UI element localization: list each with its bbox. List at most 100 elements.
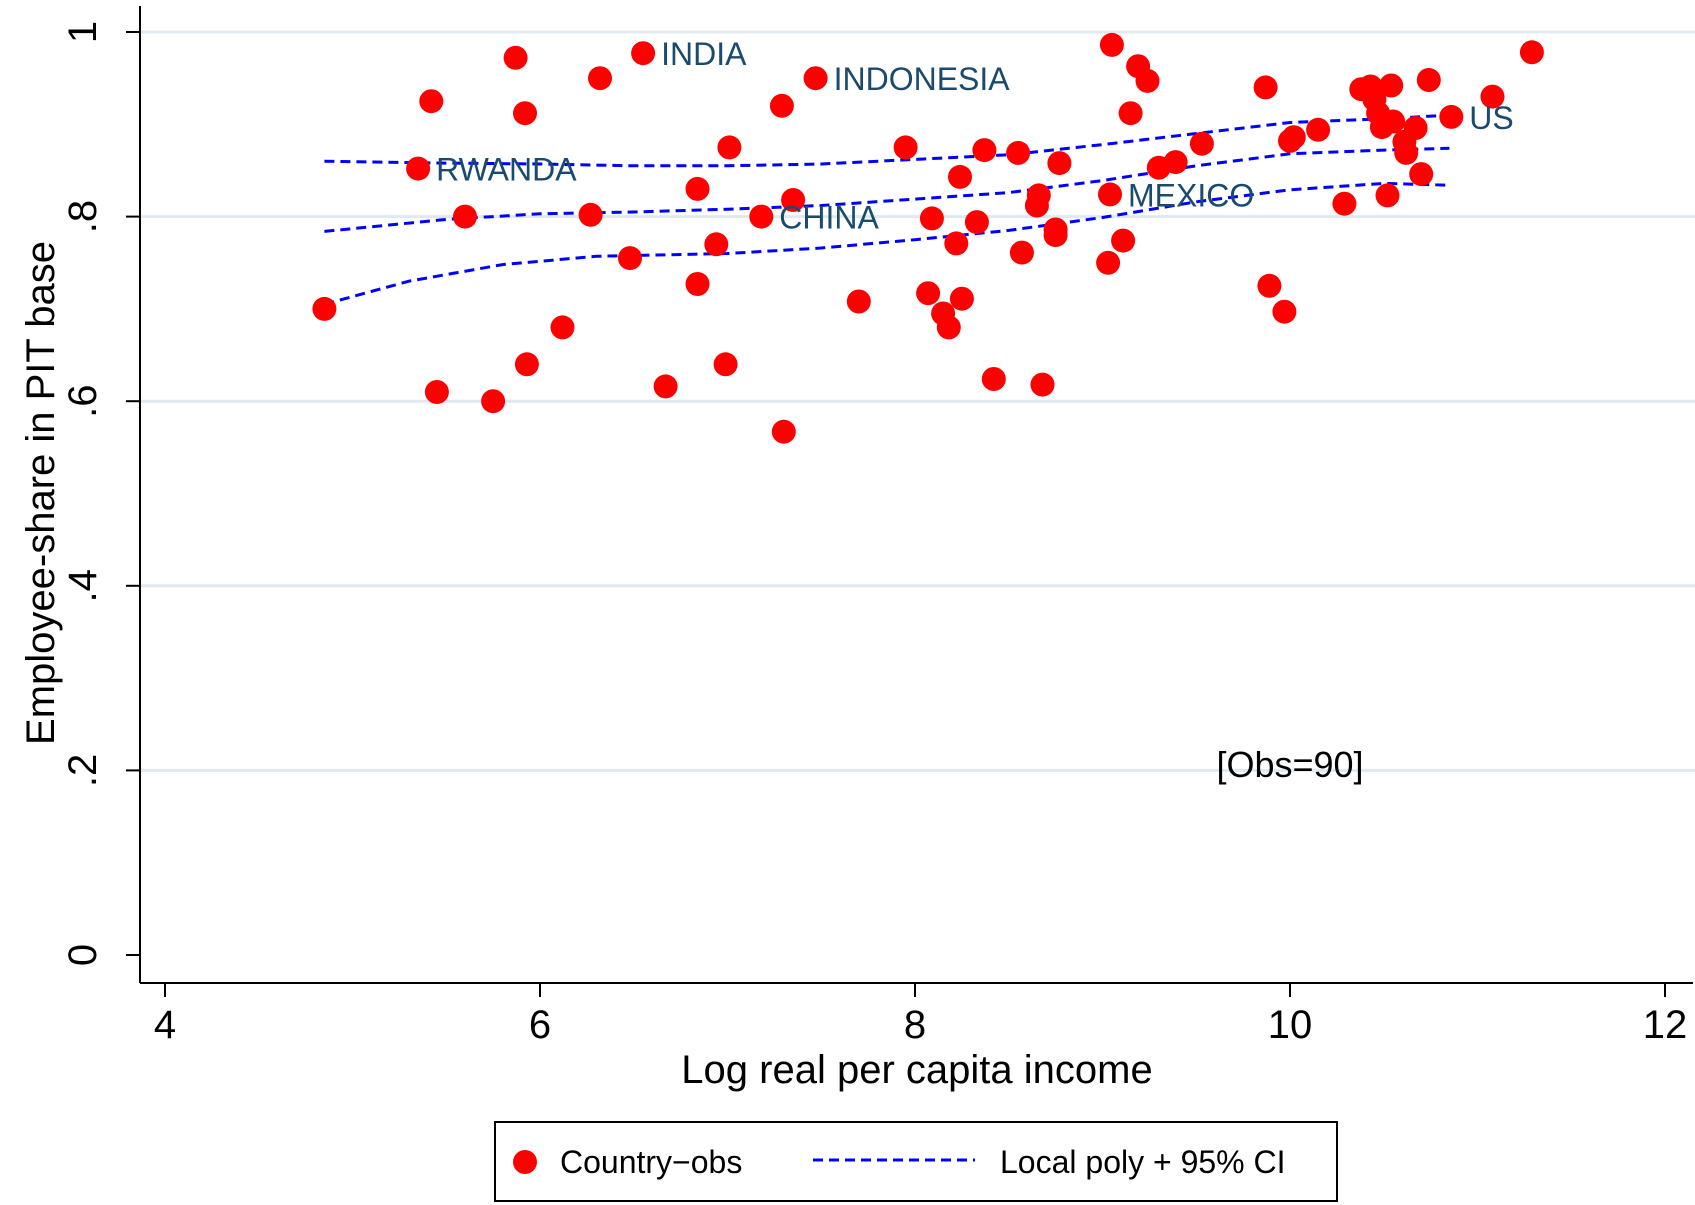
data-point <box>1439 104 1464 129</box>
data-point <box>618 246 642 271</box>
data-point <box>1047 151 1072 176</box>
data-point <box>1381 109 1406 134</box>
y-tick-label: .8 <box>61 200 105 233</box>
local-poly-fit <box>324 113 1450 306</box>
country-label: CHINA <box>779 200 879 236</box>
data-point <box>631 41 656 66</box>
data-point <box>481 389 506 414</box>
data-point <box>1306 117 1331 142</box>
data-point <box>685 176 710 201</box>
data-point <box>1111 228 1136 253</box>
data-point <box>949 286 974 311</box>
data-point <box>936 315 961 340</box>
data-point <box>578 202 603 227</box>
y-tick-label: 1 <box>61 21 105 43</box>
country-points <box>312 32 1544 444</box>
data-point <box>1480 84 1505 109</box>
data-point <box>424 380 449 404</box>
data-point <box>1281 125 1306 150</box>
legend-points-label: Country−obs <box>560 1144 742 1180</box>
data-point <box>916 281 941 306</box>
data-point <box>588 66 612 91</box>
legend-line-label: Local poly + 95% CI <box>1000 1144 1286 1180</box>
data-point <box>749 204 774 229</box>
data-point <box>1098 182 1122 207</box>
data-point <box>769 93 794 118</box>
data-point <box>972 138 997 163</box>
data-point <box>919 206 944 231</box>
data-point <box>1030 372 1055 397</box>
y-tick-label: .2 <box>61 754 105 787</box>
data-point <box>513 101 537 126</box>
data-point <box>1332 191 1357 216</box>
data-point <box>312 296 337 321</box>
y-tick-label: .6 <box>61 385 105 418</box>
ci-upper-line <box>324 113 1450 168</box>
country-label: US <box>1469 100 1513 136</box>
country-label: INDIA <box>661 36 747 72</box>
data-point <box>1118 101 1143 126</box>
data-point <box>846 289 871 314</box>
data-point <box>653 374 678 399</box>
data-point <box>981 367 1006 391</box>
data-point <box>685 272 710 296</box>
data-point <box>1189 131 1214 156</box>
data-point <box>406 156 431 181</box>
country-labels: INDIA INDONESIA RWANDA CHINA MEXICO US <box>436 36 1514 235</box>
data-point <box>944 231 969 256</box>
data-point <box>1257 273 1282 298</box>
axes: 0 .2 .4 .6 .8 1 4 6 8 10 12 <box>61 6 1693 1047</box>
data-point <box>1394 140 1419 165</box>
x-tick-label: 10 <box>1268 1003 1313 1047</box>
data-point <box>1096 250 1121 275</box>
data-point <box>550 315 575 340</box>
y-tick-label: .4 <box>61 569 105 602</box>
data-point <box>1006 140 1031 165</box>
obs-annotation: [Obs=90] <box>1216 744 1363 785</box>
x-axis-title: Log real per capita income <box>681 1048 1152 1092</box>
data-point <box>514 352 539 377</box>
data-point <box>453 204 477 229</box>
data-point <box>503 45 528 70</box>
country-label: RWANDA <box>436 152 577 188</box>
data-point <box>1099 32 1124 57</box>
data-point <box>781 188 806 212</box>
gridlines <box>140 30 1695 772</box>
x-tick-label: 8 <box>904 1003 926 1047</box>
data-point <box>1253 75 1278 100</box>
legend-point-marker <box>513 1150 537 1174</box>
country-label: MEXICO <box>1128 177 1254 213</box>
y-tick-label: 0 <box>61 944 105 966</box>
data-point <box>893 135 918 160</box>
data-point <box>1026 183 1051 208</box>
data-point <box>717 135 742 160</box>
data-point <box>1163 150 1188 175</box>
x-tick-label: 4 <box>154 1003 176 1047</box>
data-point <box>964 210 989 235</box>
y-axis-title: Employee-share in PIT base <box>19 241 63 745</box>
data-point <box>1403 116 1428 140</box>
data-point <box>704 232 729 257</box>
x-tick-label: 12 <box>1643 1003 1688 1047</box>
x-tick-label: 6 <box>529 1003 551 1047</box>
country-label: INDONESIA <box>834 61 1011 97</box>
data-point <box>1416 68 1441 92</box>
data-point <box>1009 240 1034 265</box>
data-point <box>803 66 828 91</box>
data-point <box>1379 73 1404 98</box>
fit-line <box>324 146 1450 233</box>
ci-lower-line <box>324 181 1450 306</box>
data-point <box>1272 299 1297 324</box>
data-point <box>948 164 972 189</box>
data-point <box>713 352 738 377</box>
data-point <box>1519 40 1544 65</box>
data-point <box>1409 162 1434 187</box>
data-point <box>771 419 796 444</box>
data-point <box>1135 68 1160 93</box>
data-point <box>419 89 444 114</box>
data-point <box>1043 217 1068 242</box>
data-point <box>1375 183 1400 208</box>
legend: Country−obs Local poly + 95% CI <box>494 1121 1338 1202</box>
